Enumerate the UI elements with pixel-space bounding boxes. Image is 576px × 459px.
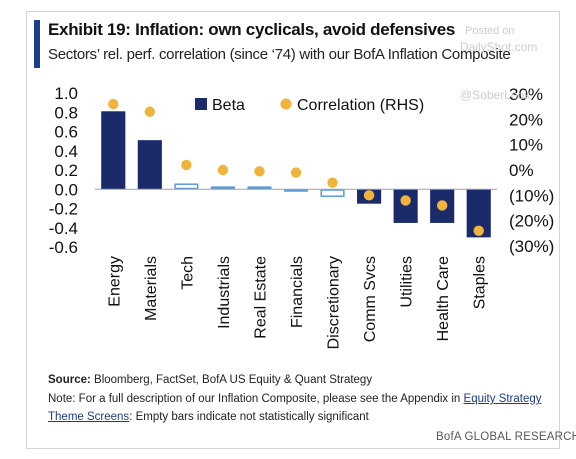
watermark-posted: Posted on [465, 25, 515, 37]
category-label: Financials [289, 256, 306, 328]
category-label: Materials [143, 256, 160, 321]
note-line-2: Theme Screens: Empty bars indicate not s… [48, 411, 369, 423]
category-label: Health Care [435, 256, 452, 341]
category-label: Comm Svcs [362, 256, 379, 342]
beta-bar [137, 140, 162, 190]
beta-bar-empty [320, 189, 345, 197]
legend-correlation-marker [280, 98, 292, 110]
legend-beta-label: Beta [212, 97, 245, 114]
left-axis-tick-label: 1.0 [54, 84, 78, 103]
correlation-point [108, 98, 119, 110]
category-label: Energy [106, 256, 123, 307]
category-label: Staples [472, 256, 489, 309]
left-axis-tick-label: -0.2 [49, 200, 78, 219]
footer-brand: BofA GLOBAL RESEARCH [436, 431, 576, 443]
correlation-point [327, 177, 338, 188]
correlation-point [436, 200, 448, 211]
source-text: Bloomberg, FactSet, BofA US Equity & Qua… [90, 374, 373, 386]
theme-screens-link[interactable]: Theme Screens [48, 411, 130, 423]
left-axis-tick-label: -0.4 [49, 219, 78, 238]
correlation-point [363, 190, 375, 201]
chart-subtitle: Sectors’ rel. perf. correlation (since ‘… [48, 46, 511, 63]
correlation-point [217, 164, 229, 176]
beta-bar-empty [283, 189, 309, 192]
left-axis-tick-label: 0.6 [54, 123, 78, 142]
note-text: Note: For a full description of our Infl… [48, 393, 464, 405]
legend-beta-swatch [195, 98, 207, 110]
right-axis-tick-label: (30%) [509, 237, 554, 256]
beta-bar-empty [210, 186, 235, 190]
legend-correlation-label: Correlation (RHS) [297, 97, 424, 114]
category-label: Discretionary [326, 256, 343, 349]
source-label: Source: [48, 374, 91, 386]
left-axis-tick-label: 0.2 [54, 161, 78, 180]
right-axis-tick-label: 30% [509, 85, 543, 104]
category-label: Industrials [216, 256, 233, 329]
title-accent-bar [34, 20, 40, 68]
correlation-point [473, 225, 484, 236]
left-axis-tick-label: 0.4 [54, 142, 78, 161]
watermark-site: DailyShot.com [460, 40, 538, 54]
beta-bar [393, 189, 418, 223]
right-axis-tick-label: 0% [509, 161, 534, 180]
category-label: Tech [179, 256, 196, 290]
right-axis-tick-label: (10%) [509, 186, 554, 205]
correlation-point [290, 167, 302, 178]
left-axis-tick-label: 0.0 [54, 180, 78, 199]
category-label: Utilities [399, 256, 416, 308]
beta-bar-empty [247, 186, 272, 190]
correlation-point [254, 166, 265, 177]
category-label: Real Estate [252, 256, 269, 339]
left-axis-tick-label: 0.8 [54, 103, 78, 122]
watermark-handle: @SoberLook [460, 88, 531, 102]
equity-strategy-link[interactable]: Equity Strategy [463, 393, 542, 405]
right-axis-tick-label: 20% [509, 110, 543, 129]
correlation-point [400, 195, 411, 206]
right-axis-tick-label: 10% [509, 136, 543, 155]
note-line-1: Note: For a full description of our Infl… [48, 393, 542, 405]
correlation-point [181, 159, 192, 171]
note-text-rest: : Empty bars indicate not statistically … [129, 411, 369, 423]
beta-bar [101, 111, 126, 190]
source-note: Source: Bloomberg, FactSet, BofA US Equi… [48, 374, 372, 386]
left-axis-tick-label: -0.6 [49, 238, 78, 257]
right-axis-tick-label: (20%) [509, 212, 554, 231]
chart-title: Exhibit 19: Inflation: own cyclicals, av… [48, 20, 456, 39]
beta-bar-empty [174, 183, 199, 190]
correlation-point [144, 106, 156, 117]
